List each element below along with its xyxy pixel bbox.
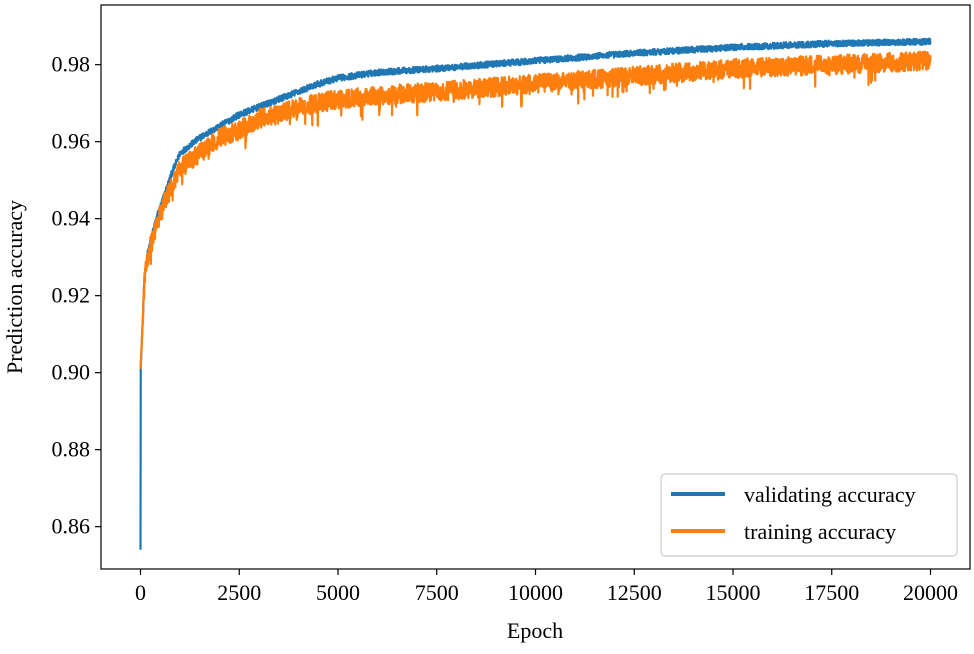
y-tick-label: 0.90 (52, 360, 91, 385)
x-axis-ticks: 0 2500 5000 7500 10000 12500 15000 17500 20000 (135, 569, 958, 605)
y-tick-label: 0.86 (52, 514, 91, 539)
x-tick-label: 7500 (415, 580, 459, 605)
y-tick-label: 0.96 (52, 129, 91, 154)
legend-label-validating: validating accuracy (744, 482, 916, 507)
legend: validating accuracy training accuracy (660, 473, 958, 557)
series-layer (139, 37, 932, 550)
legend-label-training: training accuracy (744, 519, 896, 544)
x-tick-label: 15000 (706, 580, 761, 605)
y-tick-label: 0.94 (52, 206, 91, 231)
x-tick-label: 10000 (508, 580, 563, 605)
x-tick-label: 0 (135, 580, 146, 605)
x-tick-label: 20000 (903, 580, 958, 605)
y-axis-label: Prediction accuracy (2, 200, 27, 374)
series-line-training (139, 50, 932, 369)
x-tick-label: 5000 (316, 580, 360, 605)
legend-box (660, 473, 958, 557)
y-axis-ticks: 0.86 0.88 0.90 0.92 0.94 0.96 0.98 (52, 52, 101, 539)
y-tick-label: 0.98 (52, 52, 91, 77)
x-axis-label: Epoch (507, 618, 563, 643)
x-tick-label: 12500 (607, 580, 662, 605)
x-tick-label: 2500 (217, 580, 261, 605)
series-line-validating (139, 37, 932, 550)
y-tick-label: 0.88 (52, 437, 91, 462)
x-tick-label: 17500 (804, 580, 859, 605)
y-tick-label: 0.92 (52, 283, 91, 308)
